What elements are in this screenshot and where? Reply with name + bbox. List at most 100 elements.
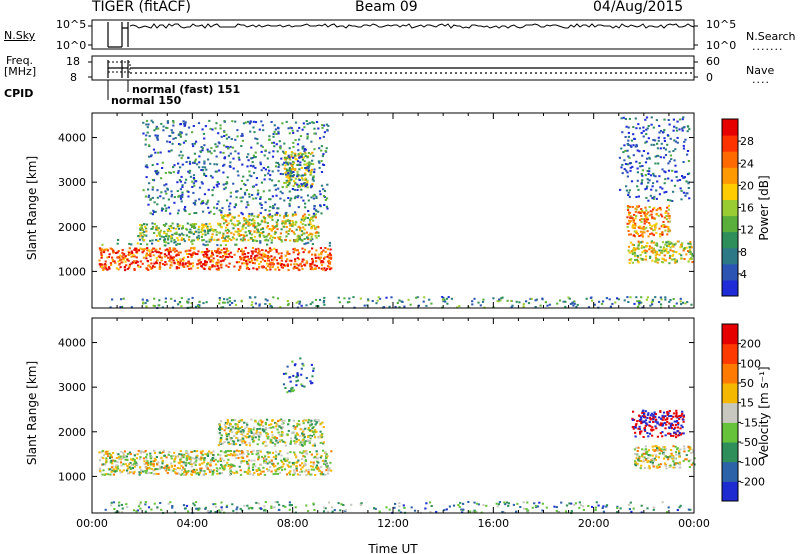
data-cell — [619, 188, 622, 191]
data-cell — [259, 433, 262, 436]
data-cell — [250, 255, 253, 257]
data-cell — [678, 455, 681, 458]
data-cell — [675, 409, 678, 412]
data-cell — [104, 263, 107, 266]
data-cell — [260, 150, 263, 153]
data-cell — [685, 454, 688, 457]
data-cell — [301, 158, 304, 161]
data-cell — [307, 435, 310, 438]
data-cell — [527, 302, 531, 305]
data-cell — [637, 261, 640, 264]
data-cell — [236, 250, 239, 253]
data-cell — [275, 440, 278, 443]
data-cell — [644, 458, 647, 461]
data-cell — [225, 145, 228, 148]
data-cell — [270, 305, 273, 308]
data-cell — [313, 444, 316, 447]
data-cell — [296, 183, 299, 186]
data-cell — [642, 126, 645, 129]
data-cell — [143, 463, 146, 466]
data-cell — [303, 385, 306, 388]
data-cell — [250, 250, 253, 253]
data-cell — [153, 305, 156, 308]
data-cell — [229, 152, 232, 155]
data-cell — [147, 264, 151, 267]
data-cell — [629, 216, 632, 219]
data-cell — [458, 305, 461, 308]
data-cell — [187, 156, 190, 159]
data-cell — [264, 267, 267, 270]
data-cell — [211, 252, 214, 255]
data-cell — [167, 242, 170, 245]
data-cell — [667, 226, 670, 229]
data-cell — [295, 425, 298, 428]
data-cell — [168, 247, 171, 250]
data-cell — [310, 265, 313, 268]
data-cell — [295, 469, 298, 472]
data-cell — [177, 169, 180, 172]
data-cell — [187, 510, 190, 513]
data-cell — [313, 168, 316, 171]
data-cell — [245, 218, 248, 221]
data-cell — [153, 129, 156, 132]
data-cell — [129, 453, 132, 455]
data-cell — [271, 218, 274, 221]
data-cell — [674, 261, 677, 264]
data-cell — [683, 176, 686, 179]
data-cell — [294, 426, 297, 429]
data-cell — [245, 460, 249, 463]
data-cell — [669, 464, 672, 467]
data-cell — [272, 150, 275, 153]
data-cell — [288, 168, 291, 171]
data-cell — [422, 300, 425, 303]
data-cell — [158, 465, 161, 468]
data-cell — [634, 453, 637, 455]
data-cell — [172, 259, 175, 262]
data-cell — [649, 224, 652, 227]
data-cell — [661, 501, 664, 504]
data-cell — [244, 184, 247, 186]
data-cell — [159, 502, 162, 504]
data-cell — [652, 508, 655, 511]
data-cell — [400, 300, 403, 303]
data-cell — [267, 166, 270, 169]
data-cell — [270, 505, 273, 508]
data-cell — [182, 234, 185, 236]
data-cell — [242, 452, 245, 455]
data-cell — [220, 266, 223, 269]
data-cell — [315, 231, 318, 234]
data-cell — [625, 185, 628, 188]
data-cell — [293, 440, 296, 443]
data-cell — [102, 469, 105, 472]
data-cell — [109, 468, 112, 471]
data-cell — [227, 433, 230, 435]
data-cell — [248, 221, 251, 224]
data-cell — [139, 243, 142, 245]
data-cell — [206, 463, 209, 465]
data-cell — [287, 197, 290, 199]
data-cell — [209, 464, 212, 467]
data-cell — [137, 449, 140, 452]
data-cell — [313, 433, 316, 436]
data-cell — [631, 426, 634, 428]
data-cell — [202, 223, 205, 226]
data-cell — [223, 237, 226, 240]
data-cell — [254, 436, 257, 439]
data-cell — [261, 232, 264, 235]
data-cell — [170, 264, 173, 267]
data-cell — [315, 430, 318, 433]
data-cell — [272, 473, 275, 476]
data-cell — [146, 247, 149, 250]
data-cell — [668, 150, 671, 153]
data-cell — [664, 464, 667, 467]
data-cell — [151, 121, 155, 124]
data-cell — [300, 196, 303, 199]
data-cell — [119, 461, 123, 464]
data-cell — [239, 507, 242, 510]
data-cell — [258, 128, 261, 131]
data-cell — [252, 120, 255, 123]
data-cell — [318, 298, 322, 301]
data-cell — [641, 251, 644, 254]
data-cell — [602, 510, 605, 513]
data-cell — [648, 167, 651, 170]
